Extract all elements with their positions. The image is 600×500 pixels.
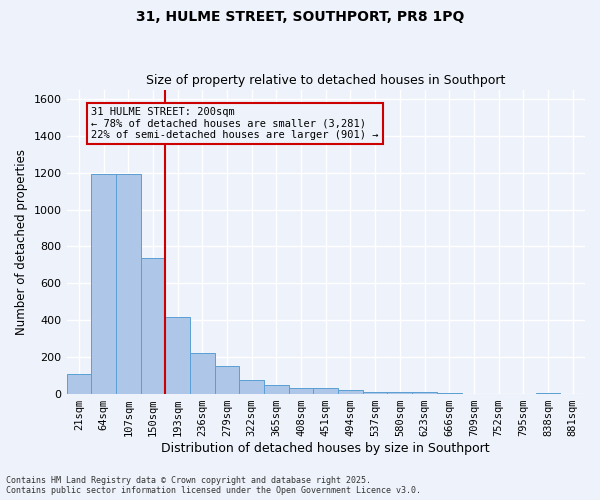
Bar <box>239 380 264 394</box>
Bar <box>363 392 388 394</box>
Bar <box>388 392 412 394</box>
Bar <box>190 352 215 394</box>
Text: 31 HULME STREET: 200sqm
← 78% of detached houses are smaller (3,281)
22% of semi: 31 HULME STREET: 200sqm ← 78% of detache… <box>91 107 379 140</box>
Text: Contains HM Land Registry data © Crown copyright and database right 2025.
Contai: Contains HM Land Registry data © Crown c… <box>6 476 421 495</box>
Bar <box>536 393 560 394</box>
Bar <box>91 174 116 394</box>
Bar <box>165 316 190 394</box>
Bar <box>313 388 338 394</box>
Bar <box>67 374 91 394</box>
Bar <box>338 390 363 394</box>
Bar <box>264 385 289 394</box>
Title: Size of property relative to detached houses in Southport: Size of property relative to detached ho… <box>146 74 505 87</box>
Y-axis label: Number of detached properties: Number of detached properties <box>15 149 28 335</box>
Text: 31, HULME STREET, SOUTHPORT, PR8 1PQ: 31, HULME STREET, SOUTHPORT, PR8 1PQ <box>136 10 464 24</box>
Bar <box>412 392 437 394</box>
Bar <box>437 393 461 394</box>
X-axis label: Distribution of detached houses by size in Southport: Distribution of detached houses by size … <box>161 442 490 455</box>
Bar <box>215 366 239 394</box>
Bar <box>140 258 165 394</box>
Bar <box>289 388 313 394</box>
Bar <box>116 174 140 394</box>
